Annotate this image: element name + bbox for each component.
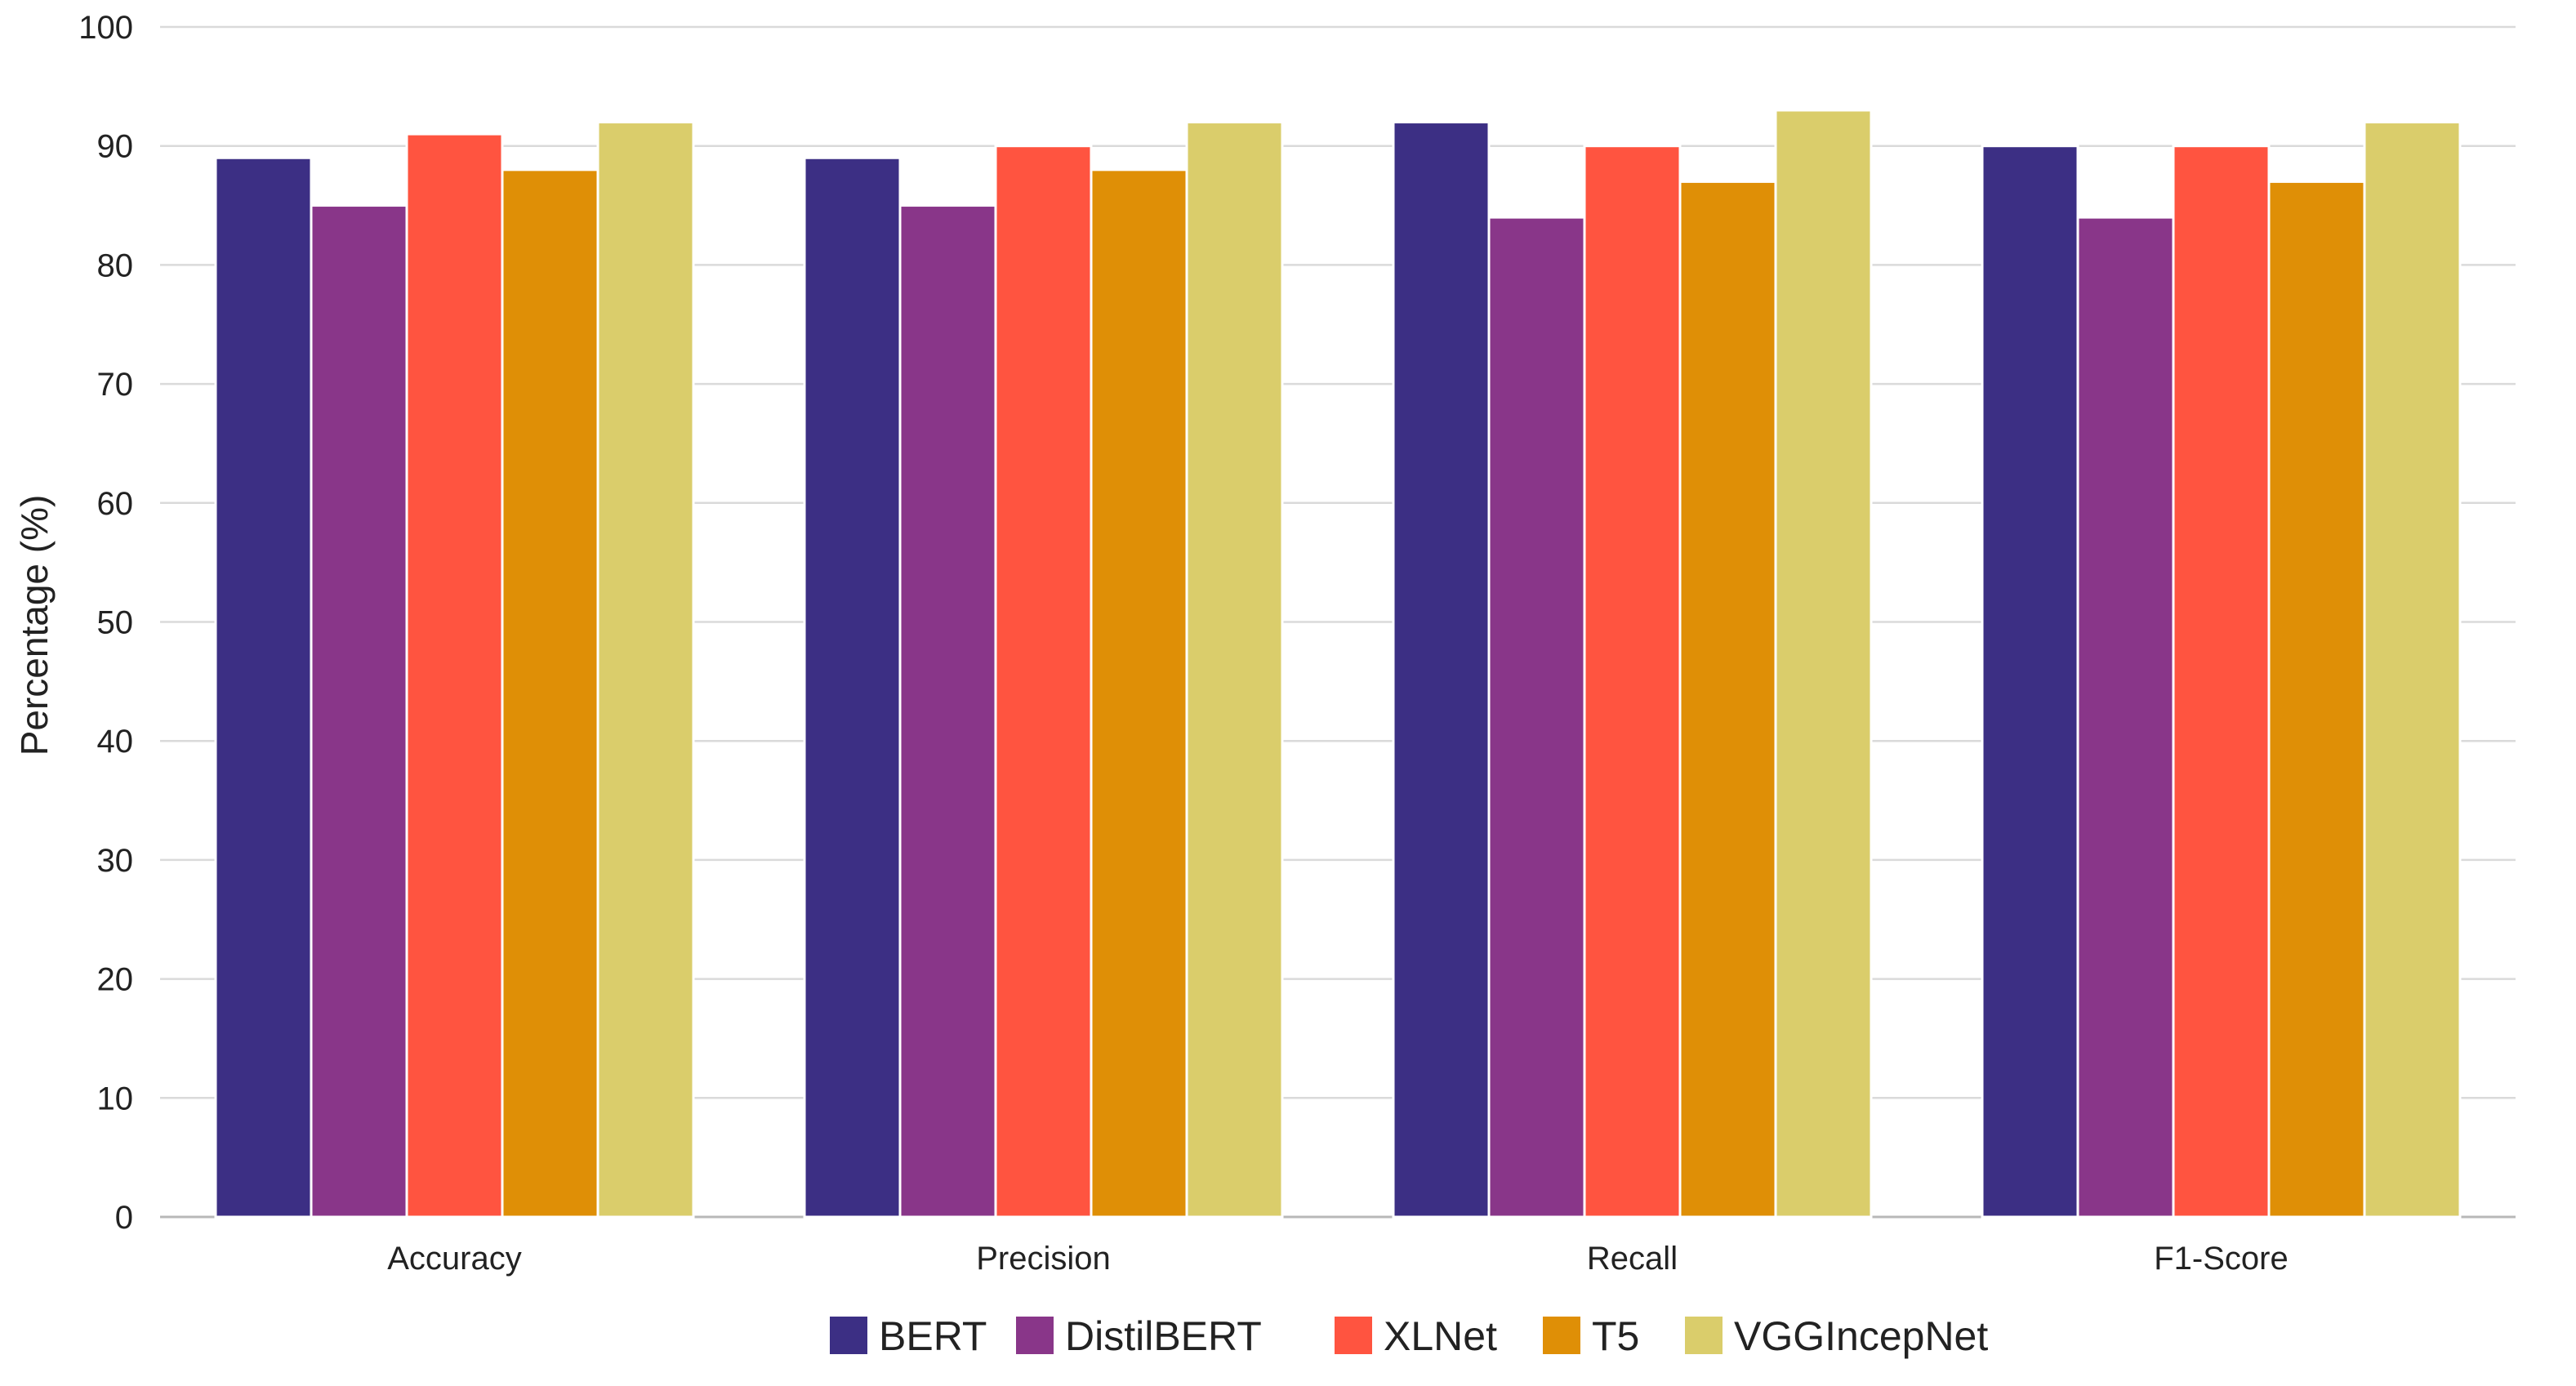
x-axis-ticks: Accuracy Precision Recall F1-Score <box>387 1241 2289 1277</box>
y-axis-ticks: 0 10 20 30 40 50 60 70 80 90 100 <box>78 10 133 1236</box>
y-tick-label: 40 <box>97 724 134 760</box>
bar-distilbert-accuracy <box>310 204 408 1219</box>
legend-swatch <box>1543 1317 1580 1354</box>
legend-item-bert: BERT <box>830 1313 987 1359</box>
x-tick-label: Precision <box>976 1241 1111 1277</box>
bar-distilbert-f1-score <box>2076 216 2175 1219</box>
legend-swatch <box>1685 1317 1723 1354</box>
y-tick-label: 0 <box>115 1200 133 1236</box>
legend-item-vggincepnet: VGGIncepNet <box>1685 1313 1988 1359</box>
bar-distilbert-recall <box>1487 216 1586 1219</box>
bar-t5-precision <box>1090 168 1188 1219</box>
x-tick-label: Accuracy <box>387 1241 522 1277</box>
bar-vggincepnet-accuracy <box>596 121 695 1219</box>
legend-swatch <box>1335 1317 1372 1354</box>
y-tick-label: 10 <box>97 1081 134 1116</box>
legend-label: DistilBERT <box>1065 1313 1262 1359</box>
legend-swatch <box>830 1317 867 1354</box>
y-tick-label: 50 <box>97 605 134 641</box>
bar-bert-precision <box>803 156 902 1219</box>
x-tick-label: F1-Score <box>2154 1241 2289 1277</box>
legend-label: BERT <box>879 1313 987 1359</box>
bar-vggincepnet-recall <box>1774 109 1873 1219</box>
legend-label: T5 <box>1592 1313 1639 1359</box>
bar-xlnet-recall <box>1583 145 1682 1219</box>
y-tick-label: 70 <box>97 367 134 403</box>
y-tick-label: 60 <box>97 486 134 522</box>
y-axis-title: Percentage (%) <box>13 495 56 756</box>
y-tick-label: 90 <box>97 129 134 165</box>
bar-t5-f1-score <box>2267 180 2366 1219</box>
bar-bert-f1-score <box>1981 145 2079 1219</box>
legend-swatch <box>1016 1317 1054 1354</box>
legend-item-t5: T5 <box>1543 1313 1639 1359</box>
bars <box>214 109 2462 1219</box>
y-tick-label: 80 <box>97 247 134 283</box>
bar-xlnet-precision <box>994 145 1093 1219</box>
bar-xlnet-accuracy <box>405 132 504 1219</box>
x-tick-label: Recall <box>1587 1241 1678 1277</box>
bar-bert-recall <box>1392 121 1491 1219</box>
y-tick-label: 20 <box>97 962 134 998</box>
bar-vggincepnet-precision <box>1185 121 1284 1219</box>
y-tick-label: 30 <box>97 843 134 879</box>
y-tick-label: 100 <box>78 10 133 46</box>
bar-t5-accuracy <box>501 168 599 1219</box>
bar-distilbert-precision <box>898 204 997 1219</box>
bar-bert-accuracy <box>214 156 313 1219</box>
legend-label: VGGIncepNet <box>1734 1313 1988 1359</box>
legend-item-distilbert: DistilBERT <box>1016 1313 1262 1359</box>
bar-xlnet-f1-score <box>2172 145 2271 1219</box>
legend-item-xlnet: XLNet <box>1335 1313 1497 1359</box>
legend: BERT DistilBERT XLNet T5 VGGIncepNet <box>830 1313 1988 1359</box>
bar-t5-recall <box>1678 180 1777 1219</box>
legend-label: XLNet <box>1384 1313 1497 1359</box>
bar-vggincepnet-f1-score <box>2363 121 2462 1219</box>
